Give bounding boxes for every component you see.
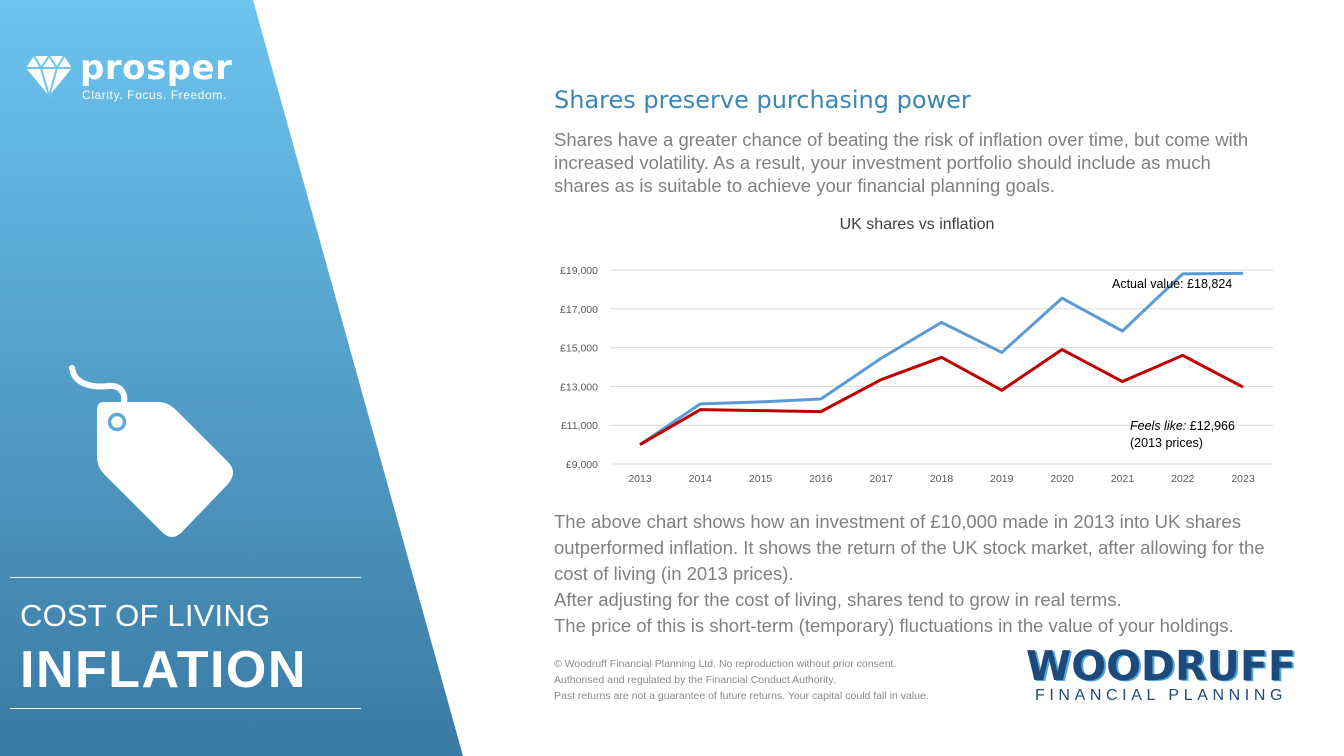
x-tick-label: 2021 [1111, 473, 1135, 485]
explanation-paragraph: The above chart shows how an investment … [554, 511, 1265, 584]
y-tick-label: £11,000 [561, 420, 598, 432]
x-tick-label: 2014 [689, 473, 713, 485]
legal-line: Authorised and regulated by the Financia… [554, 674, 836, 686]
explanation-paragraph: After adjusting for the cost of living, … [554, 589, 1122, 610]
y-tick-label: £17,000 [560, 304, 598, 316]
x-tick-label: 2023 [1231, 473, 1255, 485]
legal-line: © Woodruff Financial Planning Ltd. No re… [554, 658, 897, 670]
x-tick-label: 2018 [930, 473, 954, 485]
x-tick-label: 2022 [1171, 473, 1195, 485]
y-tick-label: £13,000 [560, 381, 598, 393]
annotation-feels-value: £12,966 [1186, 419, 1235, 433]
explanation-block: The above chart shows how an investment … [554, 509, 1294, 639]
slide-title: Shares preserve purchasing power [554, 86, 971, 114]
brand-tagline: Clarity. Focus. Freedom. [82, 88, 227, 102]
section-subtitle: COST OF LIVING [20, 598, 271, 633]
brand-name: prosper [80, 48, 233, 88]
y-tick-label: £19,000 [560, 265, 598, 277]
legal-line: Past returns are not a guarantee of futu… [554, 690, 929, 702]
line-chart: UK shares vs inflation £9,000 £11,000 £13,… [560, 216, 1273, 485]
x-tick-label: 2013 [628, 473, 652, 485]
annotation-feels-note: (2013 prices) [1130, 436, 1203, 450]
legal-disclaimer: © Woodruff Financial Planning Ltd. No re… [554, 656, 929, 704]
logo-subtitle: FINANCIAL PLANNING [1035, 687, 1288, 704]
woodruff-logo: WOODRUFF FINANCIAL PLANNING [1026, 644, 1296, 705]
annotation-feels-like: Feels like: £12,966 [1130, 419, 1235, 433]
intro-paragraph: Shares have a greater chance of beating … [554, 129, 1249, 196]
diamond-icon [26, 54, 72, 98]
y-tick-label: £9,000 [566, 459, 598, 471]
x-tick-label: 2015 [749, 473, 773, 485]
explanation-paragraph: The price of this is short-term (tempora… [554, 615, 1234, 636]
annotation-feels-prefix: Feels like: [1130, 419, 1186, 433]
section-divider-bottom [10, 708, 361, 709]
section-divider-top [10, 577, 361, 578]
chart-title: UK shares vs inflation [840, 216, 995, 233]
section-title: INFLATION [20, 641, 307, 699]
x-tick-label: 2017 [870, 473, 894, 485]
price-tag-icon [69, 365, 233, 537]
annotation-actual-value: Actual value: £18,824 [1112, 277, 1232, 291]
x-tick-label: 2020 [1050, 473, 1074, 485]
x-tick-label: 2016 [809, 473, 833, 485]
logo-wordmark: WOODRUFF [1026, 642, 1296, 690]
x-tick-label: 2019 [990, 473, 1014, 485]
y-tick-label: £15,000 [560, 343, 598, 355]
